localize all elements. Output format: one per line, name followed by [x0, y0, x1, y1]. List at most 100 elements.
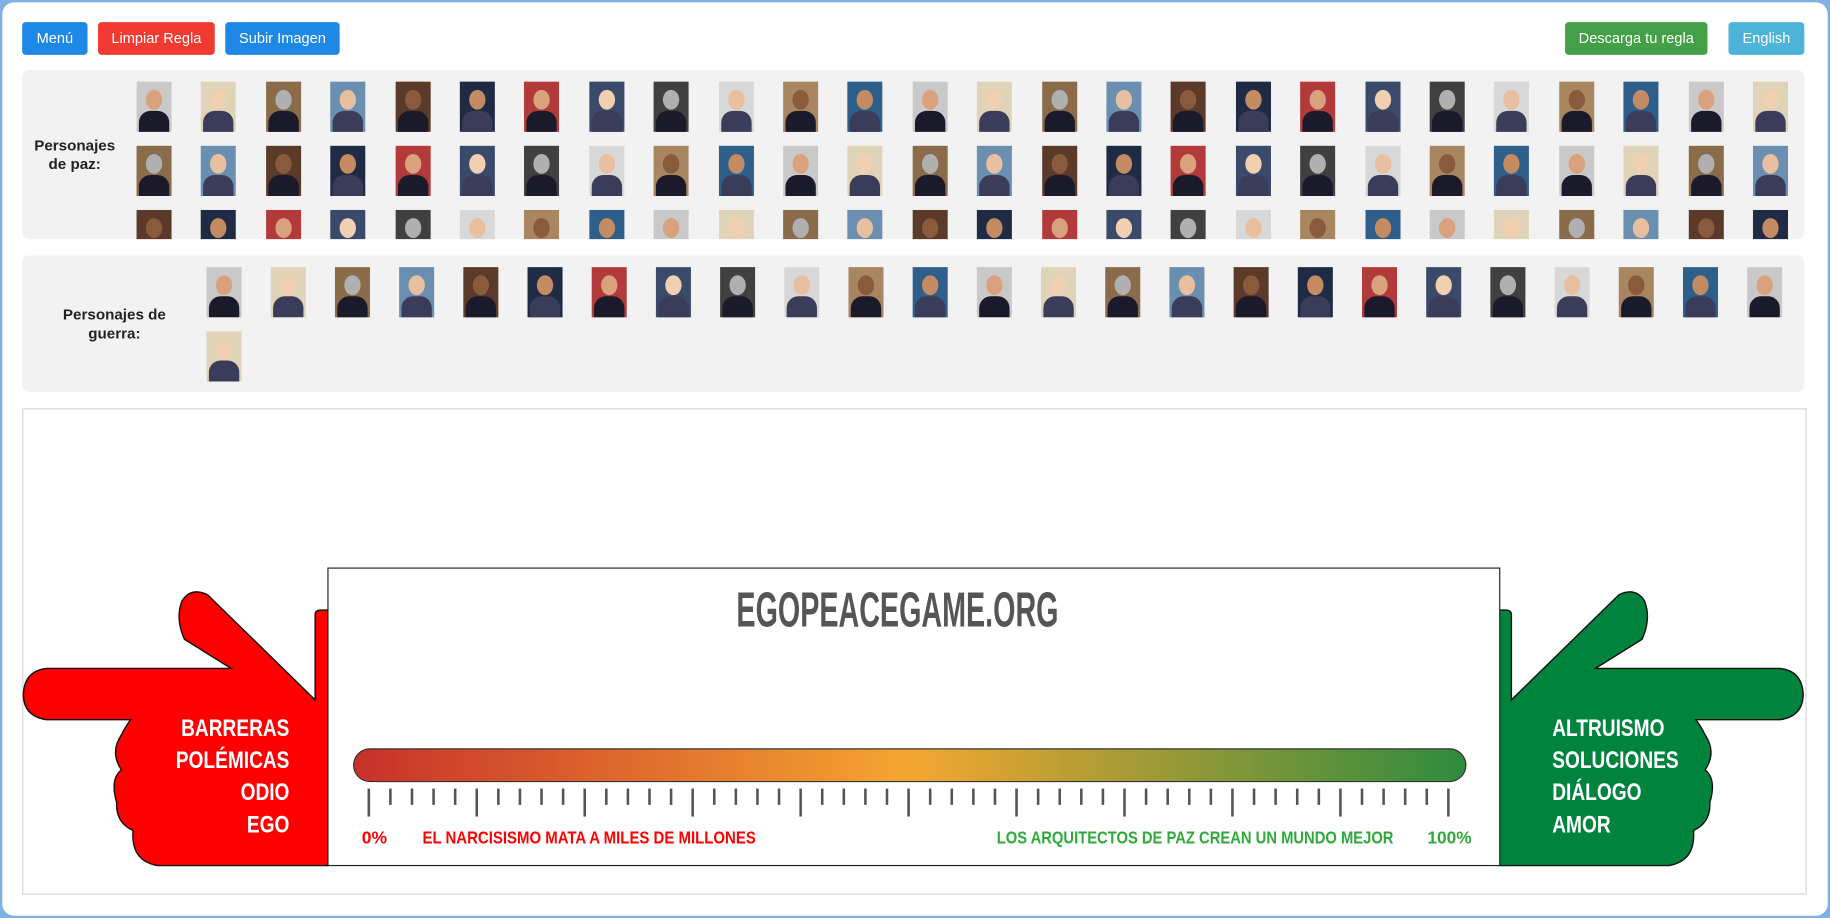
character-thumbnail[interactable]	[912, 81, 948, 132]
character-thumbnail[interactable]	[1365, 209, 1401, 240]
character-thumbnail[interactable]	[1494, 81, 1530, 132]
character-thumbnail[interactable]	[459, 209, 495, 240]
menu-button[interactable]: Menú	[22, 22, 88, 55]
character-thumbnail[interactable]	[1235, 81, 1271, 132]
character-thumbnail[interactable]	[1300, 81, 1336, 132]
character-thumbnail[interactable]	[399, 267, 435, 318]
character-thumbnail[interactable]	[1559, 145, 1595, 196]
character-thumbnail[interactable]	[653, 209, 689, 240]
character-thumbnail[interactable]	[1171, 145, 1207, 196]
character-thumbnail[interactable]	[1490, 267, 1526, 318]
character-thumbnail[interactable]	[206, 267, 242, 318]
character-thumbnail[interactable]	[1041, 145, 1077, 196]
character-thumbnail[interactable]	[718, 81, 754, 132]
character-thumbnail[interactable]	[459, 145, 495, 196]
character-thumbnail[interactable]	[1362, 267, 1398, 318]
war-characters-panel[interactable]: Personajes de guerra:	[22, 255, 1805, 392]
character-thumbnail[interactable]	[334, 267, 370, 318]
character-thumbnail[interactable]	[459, 81, 495, 132]
character-thumbnail[interactable]	[1623, 209, 1659, 240]
character-thumbnail[interactable]	[591, 267, 627, 318]
character-thumbnail[interactable]	[395, 81, 431, 132]
character-thumbnail[interactable]	[1494, 209, 1530, 240]
character-thumbnail[interactable]	[847, 81, 883, 132]
character-thumbnail[interactable]	[1752, 81, 1788, 132]
character-thumbnail[interactable]	[977, 209, 1013, 240]
character-thumbnail[interactable]	[1171, 209, 1207, 240]
character-thumbnail[interactable]	[1105, 267, 1141, 318]
character-thumbnail[interactable]	[395, 145, 431, 196]
character-thumbnail[interactable]	[330, 209, 366, 240]
character-thumbnail[interactable]	[463, 267, 499, 318]
character-thumbnail[interactable]	[330, 81, 366, 132]
character-thumbnail[interactable]	[1554, 267, 1590, 318]
character-thumbnail[interactable]	[912, 267, 948, 318]
character-thumbnail[interactable]	[589, 81, 625, 132]
character-thumbnail[interactable]	[912, 209, 948, 240]
character-thumbnail[interactable]	[847, 145, 883, 196]
character-thumbnail[interactable]	[201, 209, 237, 240]
character-thumbnail[interactable]	[524, 145, 560, 196]
character-thumbnail[interactable]	[1365, 81, 1401, 132]
character-thumbnail[interactable]	[848, 267, 884, 318]
character-thumbnail[interactable]	[527, 267, 563, 318]
character-thumbnail[interactable]	[1106, 145, 1142, 196]
character-thumbnail[interactable]	[270, 267, 306, 318]
character-thumbnail[interactable]	[1688, 145, 1724, 196]
character-thumbnail[interactable]	[395, 209, 431, 240]
character-thumbnail[interactable]	[1618, 267, 1654, 318]
character-thumbnail[interactable]	[1106, 81, 1142, 132]
character-thumbnail[interactable]	[1429, 145, 1465, 196]
character-thumbnail[interactable]	[718, 209, 754, 240]
upload-image-button[interactable]: Subir Imagen	[225, 22, 340, 55]
character-thumbnail[interactable]	[1171, 81, 1207, 132]
character-thumbnail[interactable]	[265, 81, 301, 132]
character-thumbnail[interactable]	[847, 209, 883, 240]
character-thumbnail[interactable]	[976, 267, 1012, 318]
character-thumbnail[interactable]	[718, 145, 754, 196]
character-thumbnail[interactable]	[720, 267, 756, 318]
character-thumbnail[interactable]	[1429, 81, 1465, 132]
character-thumbnail[interactable]	[1300, 145, 1336, 196]
character-thumbnail[interactable]	[783, 145, 819, 196]
character-thumbnail[interactable]	[1429, 209, 1465, 240]
character-thumbnail[interactable]	[1752, 145, 1788, 196]
character-thumbnail[interactable]	[1041, 267, 1077, 318]
character-thumbnail[interactable]	[136, 145, 172, 196]
character-thumbnail[interactable]	[1747, 267, 1783, 318]
character-thumbnail[interactable]	[1365, 145, 1401, 196]
character-thumbnail[interactable]	[1169, 267, 1205, 318]
character-thumbnail[interactable]	[589, 145, 625, 196]
download-ruler-button[interactable]: Descarga tu regla	[1565, 22, 1708, 55]
character-thumbnail[interactable]	[783, 209, 819, 240]
character-thumbnail[interactable]	[201, 81, 237, 132]
language-button[interactable]: English	[1728, 22, 1805, 55]
clear-ruler-button[interactable]: Limpiar Regla	[98, 22, 215, 55]
character-thumbnail[interactable]	[653, 145, 689, 196]
character-thumbnail[interactable]	[265, 209, 301, 240]
character-thumbnail[interactable]	[265, 145, 301, 196]
character-thumbnail[interactable]	[1041, 81, 1077, 132]
character-thumbnail[interactable]	[136, 81, 172, 132]
character-thumbnail[interactable]	[1559, 209, 1595, 240]
peace-characters-panel[interactable]: Personajes de paz:	[22, 69, 1805, 240]
character-thumbnail[interactable]	[977, 145, 1013, 196]
character-thumbnail[interactable]	[1233, 267, 1269, 318]
character-thumbnail[interactable]	[136, 209, 172, 240]
character-thumbnail[interactable]	[1041, 209, 1077, 240]
character-thumbnail[interactable]	[1752, 209, 1788, 240]
character-thumbnail[interactable]	[1106, 209, 1142, 240]
character-thumbnail[interactable]	[1494, 145, 1530, 196]
character-thumbnail[interactable]	[1559, 81, 1595, 132]
character-thumbnail[interactable]	[1235, 145, 1271, 196]
character-thumbnail[interactable]	[524, 81, 560, 132]
character-thumbnail[interactable]	[1623, 81, 1659, 132]
character-thumbnail[interactable]	[977, 81, 1013, 132]
character-thumbnail[interactable]	[1297, 267, 1333, 318]
character-thumbnail[interactable]	[1235, 209, 1271, 240]
character-thumbnail[interactable]	[653, 81, 689, 132]
character-thumbnail[interactable]	[1688, 81, 1724, 132]
character-thumbnail[interactable]	[783, 81, 819, 132]
character-thumbnail[interactable]	[206, 331, 242, 382]
character-thumbnail[interactable]	[330, 145, 366, 196]
